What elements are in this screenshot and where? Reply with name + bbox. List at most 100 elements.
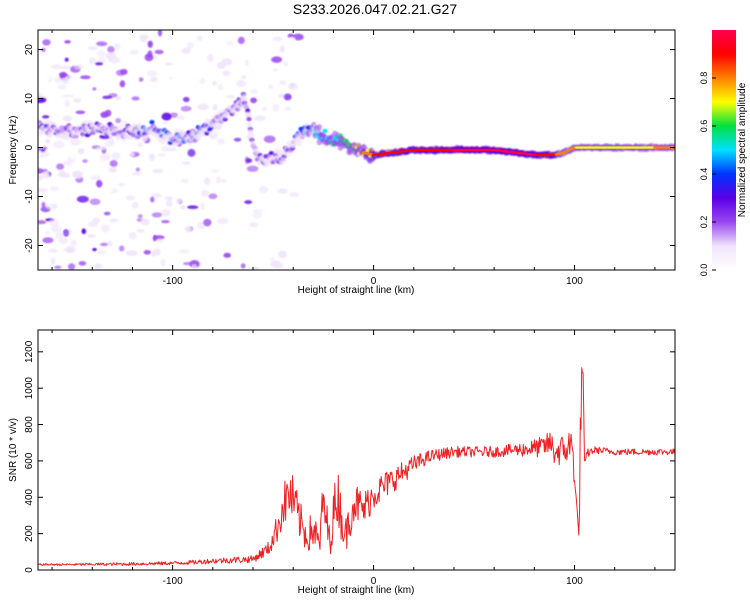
spectrogram-cell	[161, 112, 172, 121]
spectrogram-cell	[87, 234, 96, 238]
spectrogram-cell	[92, 247, 97, 252]
spectrogram-cell	[64, 57, 69, 62]
spectrogram-cell	[41, 201, 46, 208]
spectrogram-cell	[175, 197, 183, 204]
spectrogram-cell	[62, 94, 75, 98]
spectrogram-cell	[138, 77, 144, 82]
spectrogram-cell	[180, 105, 192, 112]
spectrogram-ridge-cell	[246, 116, 252, 122]
x-tick-label: 0	[371, 576, 377, 587]
spectrogram-ridge-cell	[281, 156, 287, 163]
spectrogram-cell	[90, 175, 102, 181]
spectrogram-cell	[184, 225, 192, 233]
colorbar-ticks: 0.0 0.2 0.4 0.6 0.8	[699, 72, 716, 276]
spectrogram-cell	[226, 95, 236, 99]
spectrogram-cell	[38, 92, 44, 99]
spectrogram-cell	[210, 169, 219, 173]
spectrogram-cell	[272, 68, 278, 72]
spectrogram-cell	[141, 218, 150, 226]
spectrogram-cell	[216, 217, 229, 225]
x-tick-label: -100	[163, 576, 183, 587]
spectrogram-cell	[38, 33, 46, 40]
spectrogram-cell	[176, 115, 185, 120]
spectrogram-cell	[109, 160, 118, 167]
spectrogram-cell	[104, 109, 112, 117]
spectrogram-cell	[54, 252, 62, 260]
spectrogram-cell	[169, 112, 178, 118]
spectrogram-cell	[244, 59, 249, 67]
colorbar: 0.0 0.2 0.4 0.6 0.8 Normalized spectral ampl…	[699, 30, 748, 276]
spectrogram-cell	[271, 56, 283, 63]
spectrogram-cell	[80, 75, 91, 80]
spectrogram-cell	[96, 179, 103, 188]
spectrogram-cell	[108, 78, 115, 87]
spectrogram-cell	[97, 56, 106, 64]
spectrogram-cell	[97, 50, 106, 57]
spectrogram-cell	[48, 218, 60, 226]
spectrogram-cell	[45, 138, 51, 144]
spectrogram-cell	[109, 218, 119, 223]
spectrogram-cell	[111, 152, 121, 160]
spectrogram-cell	[146, 70, 158, 77]
spectrogram-cell	[241, 75, 247, 80]
spectrogram-cell	[148, 153, 156, 161]
y-tick-label: 600	[24, 452, 35, 469]
spectrogram-cell	[128, 152, 135, 156]
y-tick-label: -20	[24, 238, 35, 253]
spectrogram-cell	[244, 200, 253, 205]
spectrogram-cell	[233, 137, 242, 142]
spectrogram-cell	[287, 36, 296, 42]
spectrogram-cell	[131, 201, 139, 209]
spectrogram-cell	[161, 145, 169, 152]
spectrogram-cell	[212, 103, 218, 111]
colorbar-label: Normalized spectral amplitude	[737, 82, 748, 217]
spectrogram-cell	[284, 106, 292, 111]
spectrogram-cell	[200, 189, 210, 197]
snr-plot-area	[38, 330, 675, 570]
spectrogram-cell	[272, 103, 279, 112]
spectrogram-cell	[92, 87, 97, 91]
spectrogram-x-axis-label: Height of straight line (km)	[298, 285, 415, 296]
spectrogram-y-axis-label: Frequency (Hz)	[8, 116, 19, 185]
spectrogram-cell	[249, 266, 260, 270]
spectrogram-cell	[262, 106, 268, 111]
spectrogram-cell	[108, 166, 117, 173]
spectrogram-cell	[42, 39, 51, 46]
spectrogram-cell	[144, 53, 154, 62]
spectrogram-ridge-cell	[322, 128, 328, 134]
spectrogram-cell	[151, 250, 156, 258]
snr-frame	[37, 329, 676, 571]
spectrogram-cell	[58, 170, 67, 178]
spectrogram-cell	[62, 115, 73, 122]
spectrogram-cell	[50, 64, 61, 70]
spectrogram-cell	[161, 220, 170, 224]
spectrogram-heatmap	[38, 30, 675, 270]
y-tick-label: 20	[24, 44, 35, 56]
spectrogram-cell	[135, 114, 148, 120]
spectrogram-cell	[45, 231, 50, 235]
spectrogram-cell	[62, 229, 70, 237]
spectrogram-cell	[152, 169, 164, 174]
spectrogram-cell	[273, 141, 280, 146]
spectrogram-cell	[178, 193, 188, 198]
spectrogram-cell	[38, 220, 47, 225]
spectrogram-cell	[115, 117, 122, 124]
spectrogram-cell	[130, 49, 139, 55]
spectrogram-cell	[223, 252, 231, 258]
spectrogram-cell	[137, 142, 143, 147]
spectrogram-cell	[38, 168, 44, 174]
spectrogram-cell	[270, 256, 275, 263]
y-tick-label: 0	[24, 144, 35, 150]
spectrogram-cell	[252, 209, 263, 213]
spectrogram-cell	[104, 186, 114, 193]
spectrogram-cell	[115, 95, 121, 101]
spectrogram-cell	[191, 264, 197, 270]
spectrogram-cell	[96, 249, 106, 255]
spectrogram-cell	[236, 80, 247, 88]
spectrogram-ridge-cell	[316, 124, 322, 131]
spectrogram-cell	[250, 89, 259, 94]
spectrogram-cell	[38, 187, 48, 193]
y-tick-label: 800	[24, 416, 35, 433]
spectrogram-cell	[62, 160, 74, 166]
spectrogram-cell	[49, 186, 59, 191]
